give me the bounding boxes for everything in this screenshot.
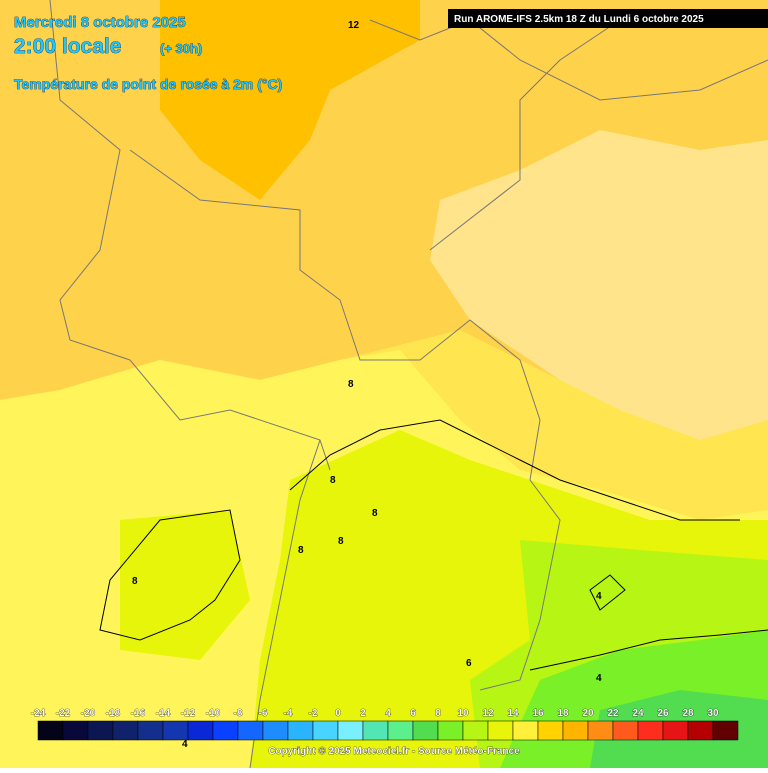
legend-label: 20 <box>582 708 594 719</box>
legend-label: 6 <box>410 708 416 719</box>
contour-label: 6 <box>466 658 472 669</box>
legend-swatch <box>112 720 139 741</box>
legend-label: -2 <box>309 708 318 719</box>
legend-swatch <box>437 720 464 741</box>
contour-label: 8 <box>132 576 138 587</box>
legend-swatch <box>287 720 314 741</box>
legend-label: -10 <box>206 708 221 719</box>
contour-label: 4 <box>596 673 602 684</box>
legend-label: -12 <box>181 708 196 719</box>
legend-label: -22 <box>56 708 71 719</box>
lead-time: (+ 30h) <box>160 41 202 56</box>
legend-swatch <box>62 720 89 741</box>
parameter: Température de point de rosée à 2m (°C) <box>14 76 282 92</box>
legend-swatch <box>337 720 364 741</box>
contour-label: 8 <box>330 475 336 486</box>
legend-label: -8 <box>234 708 243 719</box>
legend-swatch <box>662 720 689 741</box>
legend-swatch <box>162 720 189 741</box>
legend-label: 12 <box>482 708 494 719</box>
legend-label: 2 <box>360 708 366 719</box>
legend-swatch <box>487 720 514 741</box>
legend-swatch <box>712 720 739 741</box>
legend-swatch <box>362 720 389 741</box>
run-box <box>448 9 768 28</box>
copyright: Copyright © 2025 Meteociel.fr - Source M… <box>268 746 520 757</box>
legend-label: 10 <box>457 708 469 719</box>
legend-label: 24 <box>632 708 644 719</box>
legend-label: -18 <box>106 708 121 719</box>
legend-label: 16 <box>532 708 544 719</box>
legend-swatch <box>637 720 664 741</box>
legend-swatch <box>137 720 164 741</box>
contour-label: 8 <box>298 545 304 556</box>
legend-swatch <box>587 720 614 741</box>
time: 2:00 locale <box>14 35 121 58</box>
legend-label: 4 <box>385 708 391 719</box>
legend-swatch <box>687 720 714 741</box>
legend-label: 22 <box>607 708 619 719</box>
contour-label: 8 <box>372 508 378 519</box>
legend-label: 28 <box>682 708 694 719</box>
legend-swatch <box>187 720 214 741</box>
field-greenyellow-west <box>120 510 250 660</box>
legend-label: 8 <box>435 708 441 719</box>
date: Mercredi 8 octobre 2025 <box>14 14 186 31</box>
contour-label: 4 <box>596 591 602 602</box>
legend-label: -16 <box>131 708 146 719</box>
legend-swatch <box>562 720 589 741</box>
legend-swatch <box>612 720 639 741</box>
legend-label: -20 <box>81 708 96 719</box>
legend-swatch <box>37 720 64 741</box>
legend-label: 26 <box>657 708 669 719</box>
contour-label: 4 <box>182 739 188 750</box>
legend-swatch <box>387 720 414 741</box>
contour-label: 8 <box>338 536 344 547</box>
contour-labels: 12 8 8 8 8 8 8 4 6 4 4 <box>132 20 602 750</box>
legend: -24 -22 -20 -18 -16 -14 -12 -10 -8 -6 -4 -2 0 2 4 6 8 10 1… <box>30 708 739 741</box>
legend-label: 30 <box>707 708 719 719</box>
legend-swatch <box>512 720 539 741</box>
legend-swatch <box>237 720 264 741</box>
legend-label: -4 <box>284 708 293 719</box>
legend-label: 14 <box>507 708 519 719</box>
legend-label: -14 <box>156 708 171 719</box>
legend-label: 0 <box>335 708 341 719</box>
legend-swatch <box>412 720 439 741</box>
run-info: Run AROME-IFS 2.5km 18 Z du Lundi 6 octo… <box>454 14 704 25</box>
legend-swatch <box>462 720 489 741</box>
contours <box>99 419 768 671</box>
legend-swatch <box>262 720 289 741</box>
legend-swatch <box>212 720 239 741</box>
contour-label: 12 <box>348 20 360 31</box>
field-orange <box>160 0 420 200</box>
legend-swatch <box>537 720 564 741</box>
legend-label: -6 <box>259 708 268 719</box>
contour-label: 8 <box>348 379 354 390</box>
field-light <box>430 130 768 440</box>
legend-label: -24 <box>31 708 46 719</box>
legend-label: 18 <box>557 708 569 719</box>
legend-swatch <box>87 720 114 741</box>
legend-swatch <box>312 720 339 741</box>
